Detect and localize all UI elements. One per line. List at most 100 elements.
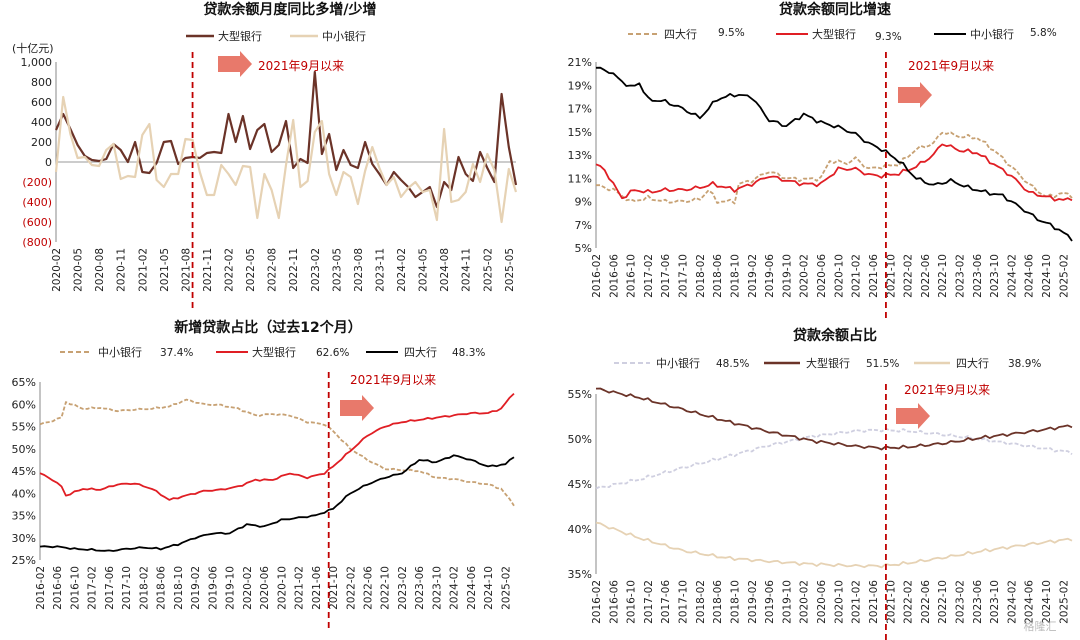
annotation-arrow xyxy=(898,82,932,108)
y-tick-label: 400 xyxy=(31,116,52,129)
y-tick-label: 0 xyxy=(45,156,52,169)
y-tick-label: 25% xyxy=(12,554,36,567)
x-tick-label: 2019-06 xyxy=(764,580,776,624)
chart2-y-ticks: 21% 19% 17% 15% 13% 11% 9% 7% 5% xyxy=(568,56,597,255)
x-tick-label: 2024-05 xyxy=(418,248,430,292)
x-tick-label: 2021-11 xyxy=(202,248,214,292)
y-tick-label: 5% xyxy=(575,242,592,255)
chart4-legend-large-value: 51.5% xyxy=(866,358,899,370)
series-line-1 xyxy=(595,143,1073,202)
x-tick-label: 2020-11 xyxy=(116,248,128,292)
chart1-x-ticks: 2020-02 2020-05 2020-08 2020-11 2021-02 2021-… xyxy=(51,248,516,292)
x-tick-label: 2023-10 xyxy=(431,566,443,610)
x-tick-label: 2019-02 xyxy=(190,566,202,610)
chart2-legend-large-value: 9.3% xyxy=(875,31,902,43)
x-tick-label: 2019-02 xyxy=(747,580,759,624)
x-tick-label: 2017-06 xyxy=(104,566,116,610)
x-tick-label: 2024-10 xyxy=(1041,580,1053,624)
chart3-legend-small: 中小银行 xyxy=(98,345,142,359)
x-tick-label: 2016-10 xyxy=(626,580,638,624)
annotation-arrow xyxy=(218,51,252,77)
series-line-2 xyxy=(595,66,1073,242)
x-tick-label: 2016-10 xyxy=(626,254,638,298)
series-line-1 xyxy=(595,387,1073,451)
y-tick-label: 30% xyxy=(12,532,36,545)
x-tick-label: 2016-06 xyxy=(608,254,620,298)
x-tick-label: 2019-06 xyxy=(207,566,219,610)
x-tick-label: 2020-10 xyxy=(833,254,845,298)
x-tick-label: 2022-02 xyxy=(903,580,915,624)
x-tick-label: 2024-02 xyxy=(1006,254,1018,298)
x-tick-label: 2020-02 xyxy=(242,566,254,610)
x-tick-label: 2021-08 xyxy=(180,248,192,292)
chart3-legend-big4-value: 48.3% xyxy=(452,347,485,359)
x-tick-label: 2023-11 xyxy=(374,248,386,292)
y-tick-label: 7% xyxy=(575,219,592,232)
x-tick-label: 2023-06 xyxy=(414,566,426,610)
x-tick-label: 2021-06 xyxy=(311,566,323,610)
chart1-legend-large: 大型银行 xyxy=(218,29,262,43)
y-tick-label: 45% xyxy=(12,465,36,478)
annotation-label: 2021年9月以来 xyxy=(258,59,344,73)
chart2-legend-small-value: 5.8% xyxy=(1030,27,1057,39)
chart4-legend-large: 大型银行 xyxy=(806,356,850,370)
x-tick-label: 2019-06 xyxy=(764,254,776,298)
x-tick-label: 2024-11 xyxy=(461,248,473,292)
y-tick-label: 45% xyxy=(568,478,592,491)
y-tick-label: (400) xyxy=(22,196,52,209)
x-tick-label: 2024-06 xyxy=(1024,254,1036,298)
chart3-legend: 中小银行 37.4% 大型银行 62.6% 四大行 48.3% xyxy=(60,345,485,359)
x-tick-label: 2016-10 xyxy=(69,566,81,610)
chart1-unit-label: (十亿元) xyxy=(12,41,54,55)
chart4-legend-small: 中小银行 xyxy=(656,356,700,370)
chart3-legend-small-value: 37.4% xyxy=(160,347,193,359)
x-tick-label: 2024-08 xyxy=(439,248,451,292)
x-tick-label: 2025-05 xyxy=(504,248,516,292)
x-tick-label: 2022-10 xyxy=(937,254,949,298)
x-tick-label: 2018-06 xyxy=(156,566,168,610)
x-tick-label: 2022-02 xyxy=(903,254,915,298)
chart2-title: 贷款余额同比增速 xyxy=(779,1,891,18)
x-tick-label: 2025-02 xyxy=(1058,254,1070,298)
y-tick-label: 55% xyxy=(568,388,592,401)
chart3-y-ticks: 65% 60% 55% 50% 45% 40% 35% 30% 25% xyxy=(12,376,41,567)
chart3-title: 新增贷款占比（过去12个月） xyxy=(174,319,361,336)
x-tick-label: 2023-10 xyxy=(989,254,1001,298)
x-tick-label: 2025-02 xyxy=(482,248,494,292)
x-tick-label: 2021-02 xyxy=(137,248,149,292)
x-tick-label: 2024-06 xyxy=(1024,580,1036,624)
x-tick-label: 2020-06 xyxy=(816,254,828,298)
chart4-legend: 中小银行 48.5% 大型银行 51.5% 四大行 38.9% xyxy=(614,356,1041,370)
x-tick-label: 2021-06 xyxy=(868,254,880,298)
x-tick-label: 2021-02 xyxy=(294,566,306,610)
x-tick-label: 2022-10 xyxy=(380,566,392,610)
x-tick-label: 2022-06 xyxy=(920,254,932,298)
x-tick-label: 2023-02 xyxy=(954,254,966,298)
x-tick-label: 2019-10 xyxy=(781,580,793,624)
x-tick-label: 2020-02 xyxy=(799,580,811,624)
x-tick-label: 2016-02 xyxy=(591,254,603,298)
x-tick-label: 2022-10 xyxy=(937,580,949,624)
x-tick-label: 2021-10 xyxy=(328,566,340,610)
x-tick-label: 2024-02 xyxy=(396,248,408,292)
x-tick-label: 2023-06 xyxy=(972,254,984,298)
chart1-plot: 2021年9月以来 xyxy=(54,51,518,312)
y-tick-label: 50% xyxy=(568,433,592,446)
x-tick-label: 2017-02 xyxy=(87,566,99,610)
x-tick-label: 2020-06 xyxy=(816,580,828,624)
x-tick-label: 2019-02 xyxy=(747,254,759,298)
x-tick-label: 2022-05 xyxy=(245,248,257,292)
x-tick-label: 2020-10 xyxy=(276,566,288,610)
y-tick-label: 19% xyxy=(568,79,592,92)
y-tick-label: 200 xyxy=(31,136,52,149)
annotation-arrow xyxy=(340,395,374,421)
y-tick-label: 600 xyxy=(31,96,52,109)
x-tick-label: 2018-10 xyxy=(173,566,185,610)
y-tick-label: 40% xyxy=(12,487,36,500)
y-tick-label: 800 xyxy=(31,76,52,89)
x-tick-label: 2017-10 xyxy=(678,254,690,298)
chart-yoy-growth: 贷款余额同比增速 四大行 9.5% 大型银行 9.3% 中小银行 5.8% 21… xyxy=(568,1,1073,318)
chart1-y-ticks: 1,000 800 600 400 200 0 (200) (400) (600) (800) xyxy=(21,56,57,249)
chart4-plot: 2021年9月以来 xyxy=(595,383,1073,640)
y-tick-label: 1,000 xyxy=(21,56,53,69)
